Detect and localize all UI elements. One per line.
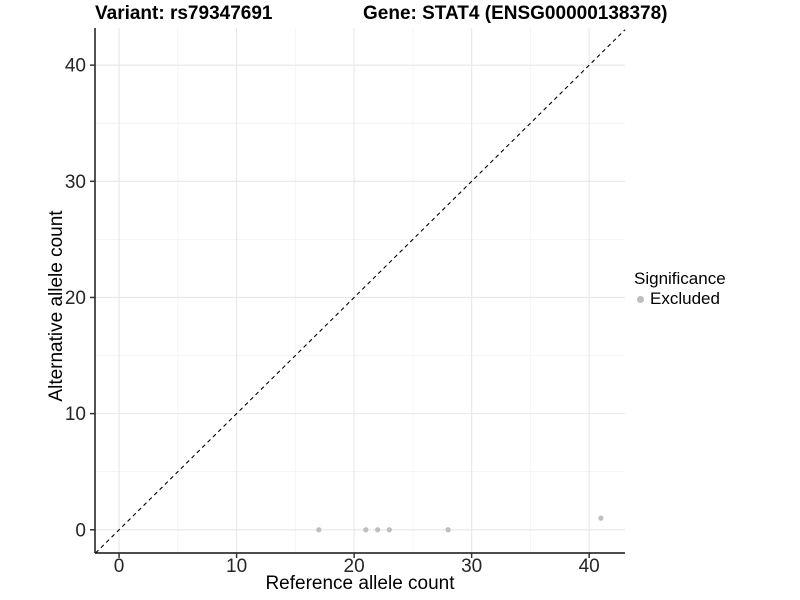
legend-title: Significance — [634, 269, 726, 288]
data-point — [598, 515, 604, 521]
plot-title-variant: Variant: rs79347691 — [95, 3, 273, 24]
legend-item-excluded: Excluded — [634, 289, 726, 309]
plot-title-gene: Gene: STAT4 (ENSG00000138378) — [363, 3, 668, 24]
grid-layer — [95, 28, 625, 553]
x-tick-label: 0 — [114, 556, 125, 577]
y-axis-title: Alternative allele count — [46, 210, 67, 402]
x-tick-label: 30 — [461, 556, 482, 577]
x-axis-title: Reference allele count — [265, 573, 455, 594]
data-point — [386, 527, 392, 533]
x-tick-label: 40 — [579, 556, 600, 577]
axis-layer: 0 10 20 30 40 0 10 20 30 40 — [65, 28, 625, 577]
excluded-point-icon — [637, 295, 644, 303]
data-point — [445, 527, 451, 533]
y-tick-label: 20 — [65, 288, 86, 309]
identity-line — [95, 29, 626, 554]
x-tick-label: 20 — [344, 556, 365, 577]
legend-item-label: Excluded — [650, 289, 720, 308]
data-layer — [95, 29, 626, 554]
x-tick-label: 10 — [226, 556, 247, 577]
y-tick-label: 10 — [65, 404, 86, 425]
y-tick-label: 30 — [65, 172, 86, 193]
y-tick-label: 40 — [65, 56, 86, 77]
data-point — [375, 527, 381, 533]
data-point — [316, 527, 322, 533]
y-tick-label: 0 — [75, 520, 86, 541]
data-point — [363, 527, 369, 533]
legend: Significance Excluded — [634, 269, 726, 309]
